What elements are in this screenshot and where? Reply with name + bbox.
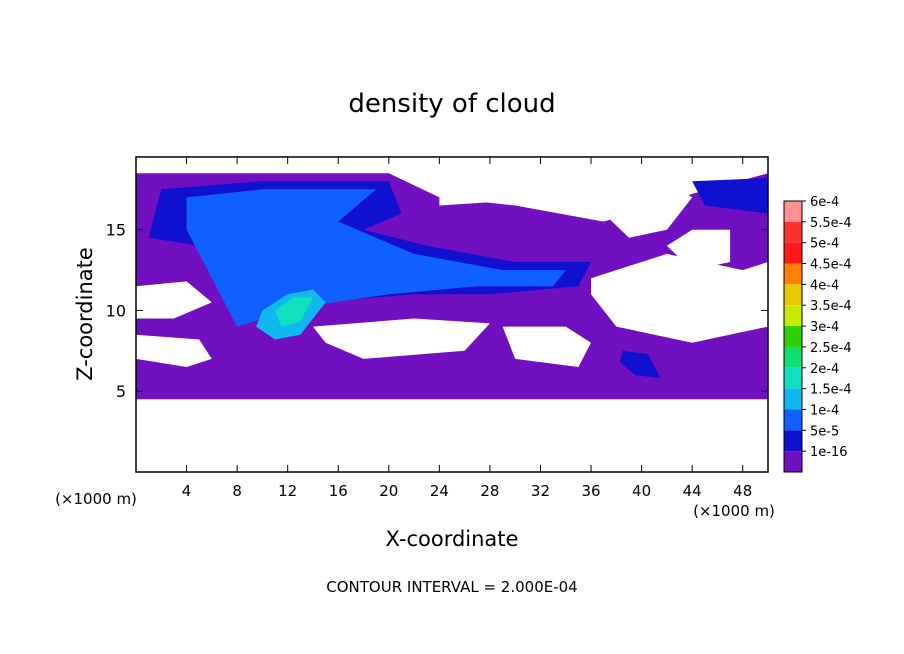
x-unit-right: (×1000 m) [693,502,775,520]
x-tick-label: 44 [683,482,702,500]
plot-frame [135,156,769,473]
colorbar-swatch [784,430,802,452]
contour-region-4 [275,297,313,327]
clear-region-0 [439,171,591,206]
contour-region-6 [692,178,768,214]
colorbar-swatch [784,367,802,389]
colorbar-swatch [784,451,802,472]
clear-sky-layer [136,171,768,367]
x-tick-label: 48 [733,482,752,500]
contour-region-5 [620,350,661,379]
colorbar-label: 4e-4 [810,278,839,293]
colorbar-swatch [784,242,802,264]
x-unit-left: (×1000 m) [55,490,137,508]
colorbar-label: 3e-4 [810,320,839,335]
x-tick-label: 20 [379,482,398,500]
colorbar-swatch [784,221,802,243]
colorbar-swatch [784,409,802,431]
x-tick-label: 32 [531,482,550,500]
colorbar: 6e-4 5.5e-4 5e-4 4.5e-4 4e-4 3.5e-4 3e-4 2.5e-4… [783,195,852,473]
x-tick-label: 40 [632,482,651,500]
y-tick-label: 5 [116,382,126,401]
colorbar-label: 4.5e-4 [810,258,852,273]
colorbar-swatch [784,201,802,222]
contour-fill-layer [136,173,768,400]
contour-region-2 [186,189,566,327]
colorbar-label: 5e-4 [810,237,839,252]
colorbar-label: 6e-4 [810,195,839,210]
colorbar-swatch [784,305,802,327]
colorbar-label: 2.5e-4 [810,341,852,356]
colorbar-label: 1e-4 [810,403,839,418]
colorbar-label: 2e-4 [810,362,839,377]
colorbar-swatch [784,263,802,285]
colorbar-label: 1.5e-4 [810,383,852,398]
colorbar-swatch [784,326,802,347]
clear-region-4 [136,281,212,319]
plot-area [135,156,769,473]
y-tick-label: 15 [106,221,126,240]
x-tick-label: 4 [182,482,192,500]
colorbar-swatch [784,346,802,368]
x-tick-label: 16 [329,482,348,500]
chart-title: density of cloud [348,89,555,119]
clear-region-3 [591,253,768,343]
x-tick-label: 36 [581,482,600,500]
colorbar-swatch [784,284,802,306]
clear-region-6 [313,318,490,359]
contour-interval-note: CONTOUR INTERVAL = 2.000E-04 [326,578,577,596]
clear-region-1 [603,171,693,238]
y-tick-label: 10 [106,301,126,320]
y-axis-label: Z-coordinate [73,247,97,381]
clear-region-7 [502,326,591,367]
colorbar-frame [783,200,803,473]
colorbar-swatch [784,388,802,410]
x-tick-label: 12 [278,482,297,500]
x-tick-label: 24 [430,482,449,500]
clear-region-5 [136,334,212,367]
x-axis-ticks: 4 8 12 16 20 24 28 32 36 40 44 48 [182,157,752,500]
colorbar-label: 5e-5 [810,424,839,439]
x-tick-label: 8 [232,482,242,500]
x-axis-label: X-coordinate [386,527,519,551]
y-axis-ticks: 5 10 15 [106,221,768,401]
colorbar-label: 5.5e-4 [810,216,852,231]
colorbar-label: 3.5e-4 [810,299,852,314]
x-tick-label: 28 [480,482,499,500]
colorbar-label: 1e-16 [810,445,848,460]
